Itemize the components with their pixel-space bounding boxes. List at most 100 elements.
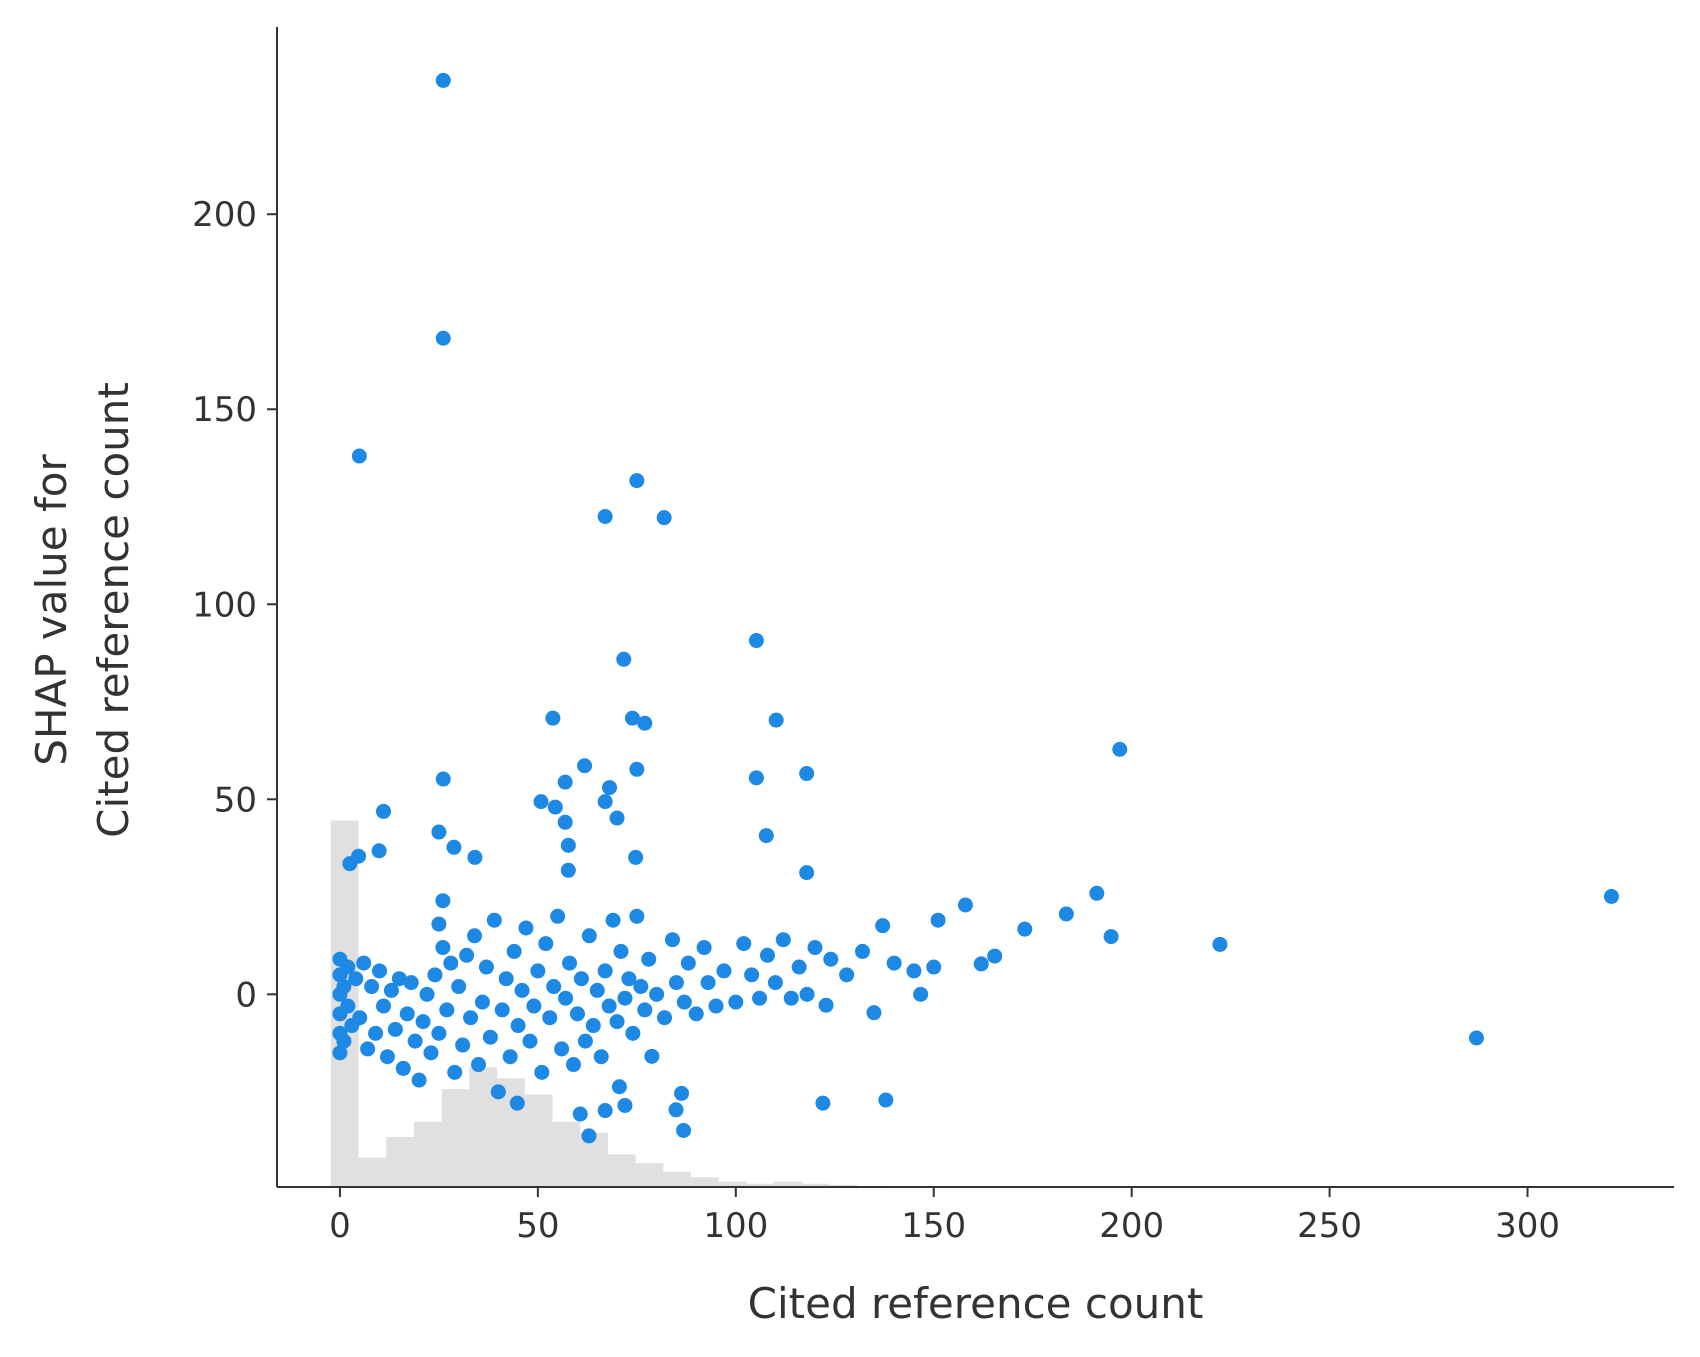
point [611,1079,627,1095]
point [696,940,712,956]
point [957,897,973,913]
point [605,912,621,928]
point [569,1006,585,1022]
point [342,856,358,872]
point [799,986,815,1002]
point [674,1085,690,1101]
point [768,712,784,728]
point [748,633,764,649]
point [463,1010,479,1026]
point [629,761,645,777]
points-layer [332,72,1619,1144]
point [399,1006,415,1022]
point [572,1106,588,1122]
point [336,1033,352,1049]
point [649,986,665,1002]
point [716,963,732,979]
x-tick-label: 0 [329,1206,351,1246]
point [550,908,566,924]
point [510,1018,526,1034]
point [913,986,929,1002]
point [688,1006,704,1022]
point [866,1005,882,1021]
point [783,990,799,1006]
point [621,971,637,987]
point [494,1002,510,1018]
point [332,1045,348,1061]
point [625,1025,641,1041]
point [435,940,451,956]
histogram-bar [413,1121,442,1187]
point [545,710,561,726]
point [371,843,387,859]
histogram-bar [718,1181,747,1187]
point [577,1033,593,1049]
point [609,810,625,826]
point [886,955,902,971]
point [534,1064,550,1080]
point [547,799,563,815]
point [624,710,640,726]
axes-layer: 0 50 100 150 200 250 300 0 50 100 150 200 Cited refe… [27,27,1674,1328]
point [431,916,447,932]
point [557,814,573,830]
point [482,1029,498,1045]
point [352,1010,368,1026]
point [530,963,546,979]
point [668,1102,684,1118]
point [557,774,573,790]
point [987,948,1003,964]
point [616,651,632,667]
point [1089,885,1105,901]
point [407,1033,423,1049]
point [554,1041,570,1057]
point [680,955,696,971]
point [423,1045,439,1061]
point [427,967,443,983]
point [799,766,815,782]
point [340,998,356,1014]
point [490,1084,506,1100]
point [470,1057,486,1073]
point [629,908,645,924]
point [1603,888,1619,904]
point [522,1033,538,1049]
point [613,943,629,959]
point [435,72,451,88]
histogram-bar [441,1089,470,1187]
point [542,1010,558,1026]
point [455,1037,471,1053]
point [597,1103,613,1119]
y-tick-label: 200 [192,195,257,235]
point [351,448,367,464]
histogram-bar [358,1157,387,1187]
point [509,1095,525,1111]
point [1103,929,1119,945]
point [728,994,744,1010]
x-tick-label: 250 [1297,1206,1362,1246]
point [467,849,483,865]
point [1212,936,1228,952]
point [1468,1030,1484,1046]
point [538,936,554,952]
point [391,971,407,987]
point [585,1018,601,1034]
point [1058,906,1074,922]
point [637,715,653,731]
point [383,982,399,998]
histogram-bar [829,1184,858,1187]
point [533,794,549,810]
histogram-bar [663,1171,692,1187]
y-axis-label: SHAP value for [27,454,76,766]
point [502,1049,518,1065]
x-tick-label: 300 [1495,1206,1560,1246]
point [593,1049,609,1065]
point [736,936,752,952]
point [589,982,605,998]
point [431,824,447,840]
point [759,947,775,963]
point [752,990,768,1006]
point [375,803,391,819]
histogram-bar [801,1183,830,1187]
